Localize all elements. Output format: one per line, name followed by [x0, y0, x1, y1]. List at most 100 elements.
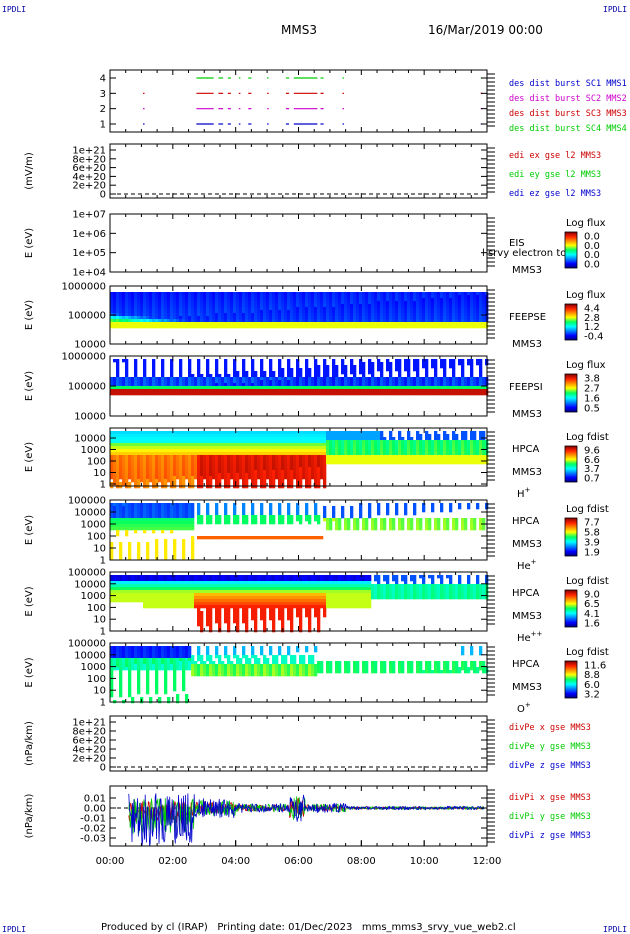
heatmap-cell [146, 524, 150, 528]
heatmap-cell [347, 325, 351, 329]
heatmap-cell [170, 437, 174, 441]
heatmap-cell [191, 485, 195, 489]
heatmap-cell [236, 389, 240, 393]
heatmap-cell [254, 458, 258, 462]
heatmap-cell [470, 301, 474, 305]
heatmap-cell [155, 301, 159, 305]
heatmap-cell [227, 316, 231, 320]
heatmap-cell [338, 298, 342, 302]
heatmap-cell [359, 313, 363, 317]
heatmap-cell [119, 322, 123, 326]
legend-entry: des dist burst SC3 MMS3 [509, 109, 627, 119]
heatmap-cell [176, 310, 180, 314]
heatmap-cell [434, 301, 438, 305]
heatmap-cell [350, 368, 354, 372]
heatmap-cell [353, 298, 357, 302]
heatmap-cell [458, 313, 462, 317]
heatmap-cell [404, 359, 408, 363]
heatmap-cell [173, 449, 177, 453]
heatmap-cell [287, 389, 291, 393]
heatmap-cell [452, 434, 456, 438]
heatmap-cell [314, 434, 318, 438]
heatmap-cell [281, 377, 285, 381]
heatmap-cell [479, 461, 483, 465]
heatmap-cell [467, 362, 471, 366]
heatmap-cell [449, 383, 453, 387]
heatmap-cell [446, 446, 450, 450]
heatmap-cell [152, 365, 156, 369]
colorbar-tick: 3.7 [584, 464, 600, 475]
heatmap-cell [224, 440, 228, 444]
heatmap-cell [428, 461, 432, 465]
heatmap-cell [239, 377, 243, 381]
heatmap-cell [323, 437, 327, 441]
heatmap-cell [323, 431, 327, 435]
heatmap-cell [200, 437, 204, 441]
heatmap-cell [455, 313, 459, 317]
heatmap-cell [299, 476, 303, 480]
heatmap-cell [335, 310, 339, 314]
heatmap-cell [137, 434, 141, 438]
heatmap-cell [170, 467, 174, 471]
heatmap-cell [305, 440, 309, 444]
heatmap-cell [311, 440, 315, 444]
heatmap-cell [284, 434, 288, 438]
heatmap-cell [140, 458, 144, 462]
heatmap-cell [164, 557, 168, 561]
heatmap-cell [479, 377, 483, 381]
colorbar-tick: 0.7 [584, 474, 600, 485]
heatmap-cell [158, 518, 162, 522]
heatmap-cell [140, 509, 144, 513]
heatmap-cell [110, 377, 114, 381]
heatmap-cell [260, 458, 264, 462]
heatmap-cell [308, 292, 312, 296]
heatmap-cell [407, 292, 411, 296]
heatmap-cell [434, 368, 438, 372]
heatmap-cell [311, 292, 315, 296]
heatmap-cell [230, 310, 234, 314]
heatmap-cell [434, 440, 438, 444]
heatmap-cell [203, 316, 207, 320]
heatmap-cell [479, 325, 483, 329]
heatmap-cell [161, 464, 165, 468]
heatmap-cell [179, 446, 183, 450]
heatmap-cell [431, 310, 435, 314]
heatmap-cell [353, 365, 357, 369]
heatmap-cell [131, 325, 135, 329]
heatmap-cell [170, 455, 174, 459]
heatmap-cell [308, 476, 312, 480]
heatmap-cell [182, 325, 186, 329]
heatmap-cell [368, 307, 372, 311]
heatmap-cell [113, 461, 117, 465]
heatmap-cell [383, 295, 387, 299]
heatmap-cell [248, 392, 252, 396]
heatmap-cell [335, 325, 339, 329]
heatmap-cell [296, 386, 300, 390]
heatmap-cell [404, 292, 408, 296]
heatmap-cell [122, 467, 126, 471]
heatmap-cell [464, 322, 468, 326]
heatmap-cell [257, 325, 261, 329]
heatmap-cell [296, 485, 300, 489]
heatmap-cell [179, 380, 183, 384]
heatmap-cell [215, 485, 219, 489]
heatmap-cell [185, 325, 189, 329]
heatmap-cell [455, 446, 459, 450]
heatmap-cell [134, 292, 138, 296]
heatmap-cell [164, 304, 168, 308]
heatmap-cell [461, 322, 465, 326]
heatmap-cell [434, 380, 438, 384]
heatmap-cell [374, 386, 378, 390]
heatmap-cell [254, 322, 258, 326]
heatmap-cell [314, 322, 318, 326]
heatmap-cell [221, 298, 225, 302]
heatmap-cell [320, 473, 324, 477]
heatmap-cell [332, 392, 336, 396]
heatmap-cell [134, 470, 138, 474]
heatmap-cell [263, 479, 267, 483]
heatmap-cell [161, 461, 165, 465]
heatmap-cell [152, 310, 156, 314]
heatmap-cell [323, 458, 327, 462]
heatmap-cell [299, 452, 303, 456]
heatmap-cell [215, 431, 219, 435]
